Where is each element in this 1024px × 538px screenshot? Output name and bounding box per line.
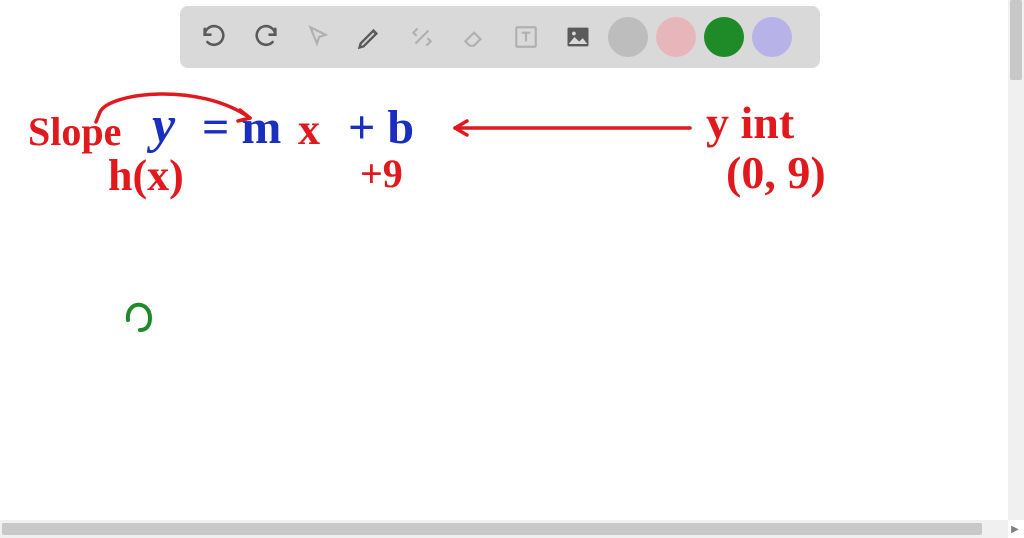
plus-nine: +9 [360, 150, 403, 197]
horizontal-scrollbar[interactable]: ▶ [0, 520, 1008, 538]
image-icon [564, 23, 592, 51]
text-tool-button[interactable] [504, 15, 548, 59]
undo-button[interactable] [192, 15, 236, 59]
y-int-label: y int [706, 96, 794, 149]
pencil-button[interactable] [348, 15, 392, 59]
color-swatch-gray[interactable] [608, 17, 648, 57]
equation-plus-b: + b [348, 100, 414, 155]
slope-label: Slope [28, 108, 121, 155]
text-icon [513, 24, 539, 50]
equation-y: y [152, 96, 175, 155]
tools-icon [409, 24, 435, 50]
toolbar [180, 6, 820, 68]
y-int-point: (0, 9) [726, 146, 826, 199]
pointer-icon [305, 24, 331, 50]
vertical-scrollbar-thumb[interactable] [1010, 0, 1022, 80]
eraser-icon [461, 24, 487, 50]
pointer-button[interactable] [296, 15, 340, 59]
pencil-icon [356, 23, 384, 51]
redo-icon [252, 23, 280, 51]
color-swatch-pink[interactable] [656, 17, 696, 57]
undo-icon [200, 23, 228, 51]
vertical-scrollbar[interactable] [1008, 0, 1024, 520]
tools-button[interactable] [400, 15, 444, 59]
horizontal-scrollbar-thumb[interactable] [2, 523, 982, 535]
whiteboard-viewport: Slope y = m x + b h(x) +9 y int (0, 9) ▶ [0, 0, 1024, 538]
h-of-x: h(x) [108, 150, 184, 201]
equation-eq-m: = m [202, 100, 281, 155]
image-tool-button[interactable] [556, 15, 600, 59]
redo-button[interactable] [244, 15, 288, 59]
scroll-right-arrow[interactable]: ▶ [1008, 522, 1022, 536]
color-swatch-green[interactable] [704, 17, 744, 57]
color-swatch-purple[interactable] [752, 17, 792, 57]
eraser-button[interactable] [452, 15, 496, 59]
handwriting-layer [0, 0, 1024, 538]
equation-x: x [298, 104, 320, 155]
